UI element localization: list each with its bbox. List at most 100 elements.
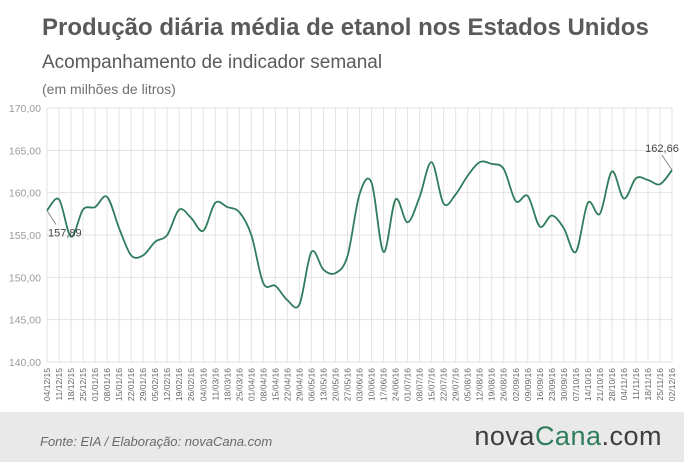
data-point bbox=[262, 282, 264, 284]
x-tick-label: 19/02/16 bbox=[174, 368, 184, 401]
data-point bbox=[491, 163, 493, 165]
y-tick-label: 170,00 bbox=[9, 103, 41, 115]
x-tick-label: 29/04/16 bbox=[294, 368, 304, 401]
annotation-label-end: 162,66 bbox=[645, 143, 679, 155]
logo-part-2: Cana bbox=[534, 421, 602, 451]
x-tick-label: 25/11/16 bbox=[655, 368, 665, 401]
x-tick-label: 02/09/16 bbox=[511, 368, 521, 401]
data-point bbox=[599, 213, 601, 215]
data-point bbox=[58, 198, 60, 200]
x-tick-label: 08/07/16 bbox=[415, 368, 425, 401]
x-tick-label: 01/07/16 bbox=[403, 368, 413, 401]
y-tick-label: 150,00 bbox=[9, 272, 41, 284]
data-point bbox=[286, 299, 288, 301]
x-tick-label: 18/03/16 bbox=[222, 368, 232, 401]
data-point bbox=[214, 202, 216, 204]
data-point bbox=[635, 177, 637, 179]
data-point bbox=[154, 241, 156, 243]
data-point bbox=[274, 285, 276, 287]
x-tick-label: 09/09/16 bbox=[523, 368, 533, 401]
x-tick-label: 08/04/16 bbox=[258, 368, 268, 401]
x-tick-label: 10/06/16 bbox=[367, 368, 377, 401]
data-point bbox=[383, 251, 385, 253]
x-tick-label: 16/09/16 bbox=[535, 368, 545, 401]
y-tick-label: 155,00 bbox=[9, 230, 41, 242]
novacana-logo: novaCana.com bbox=[474, 421, 662, 452]
data-point bbox=[623, 198, 625, 200]
x-tick-label: 22/07/16 bbox=[439, 368, 449, 401]
data-point bbox=[395, 198, 397, 200]
x-tick-label: 05/02/16 bbox=[150, 368, 160, 401]
data-point bbox=[322, 269, 324, 271]
x-tick-label: 11/03/16 bbox=[210, 368, 220, 401]
data-point bbox=[334, 272, 336, 274]
x-tick-label: 22/04/16 bbox=[282, 368, 292, 401]
data-point bbox=[563, 227, 565, 229]
data-point bbox=[371, 182, 373, 184]
x-tick-label: 04/03/16 bbox=[198, 368, 208, 401]
chart-title: Produção diária média de etanol nos Esta… bbox=[42, 14, 649, 41]
y-tick-label: 140,00 bbox=[9, 357, 41, 369]
x-tick-label: 08/01/16 bbox=[102, 368, 112, 401]
x-tick-label: 12/02/16 bbox=[162, 368, 172, 401]
data-point bbox=[166, 234, 168, 236]
x-tick-label: 30/09/16 bbox=[559, 368, 569, 401]
x-tick-label: 20/05/16 bbox=[330, 368, 340, 401]
x-tick-label: 28/10/16 bbox=[607, 368, 617, 401]
x-tick-label: 01/01/16 bbox=[90, 368, 100, 401]
line-chart: 140,00 145,00 150,00 155,00 160,00 165,00 170,… bbox=[9, 103, 679, 401]
data-point bbox=[82, 209, 84, 211]
series-line bbox=[46, 160, 673, 309]
x-tick-label: 15/01/16 bbox=[114, 368, 124, 401]
x-tick-label: 03/06/16 bbox=[355, 368, 365, 401]
x-tick-label: 11/12/15 bbox=[54, 368, 64, 401]
data-point bbox=[178, 209, 180, 211]
x-tick-label: 29/01/16 bbox=[138, 368, 148, 401]
data-point bbox=[503, 168, 505, 170]
y-tick-label: 145,00 bbox=[9, 315, 41, 327]
data-point bbox=[611, 171, 613, 173]
data-point bbox=[346, 255, 348, 257]
data-point bbox=[455, 193, 457, 195]
data-point bbox=[407, 221, 409, 223]
x-tick-label: 04/11/16 bbox=[619, 368, 629, 401]
x-tick-label: 25/12/15 bbox=[78, 368, 88, 401]
x-tick-label: 22/01/16 bbox=[126, 368, 136, 401]
data-point bbox=[130, 254, 132, 256]
x-tick-label: 24/06/16 bbox=[391, 368, 401, 401]
x-tick-label: 18/11/16 bbox=[643, 368, 653, 401]
x-tick-label: 21/10/16 bbox=[595, 368, 605, 401]
data-point bbox=[238, 211, 240, 213]
x-tick-label: 06/05/16 bbox=[306, 368, 316, 401]
x-tick-label: 27/05/16 bbox=[342, 368, 352, 401]
footer-bar: Fonte: EIA / Elaboração: novaCana.com no… bbox=[0, 412, 684, 462]
x-tick-label: 04/12/15 bbox=[42, 368, 52, 401]
data-point bbox=[298, 303, 300, 305]
x-tick-label: 02/12/16 bbox=[667, 368, 677, 401]
data-point bbox=[310, 251, 312, 253]
x-tick-label: 14/10/16 bbox=[583, 368, 593, 401]
data-point bbox=[515, 200, 517, 202]
x-tick-label: 25/03/16 bbox=[234, 368, 244, 401]
x-tick-label: 29/07/16 bbox=[451, 368, 461, 401]
data-point bbox=[142, 254, 144, 256]
data-point bbox=[527, 195, 529, 197]
logo-part-1: nova bbox=[474, 421, 535, 451]
data-point bbox=[419, 196, 421, 198]
x-tick-label: 15/07/16 bbox=[427, 368, 437, 401]
chart-subtitle: Acompanhamento de indicador semanal bbox=[42, 52, 383, 73]
data-point bbox=[479, 161, 481, 163]
x-tick-label: 23/09/16 bbox=[547, 368, 557, 401]
annotation-leader-end bbox=[661, 154, 673, 171]
data-point bbox=[443, 203, 445, 205]
x-tick-label: 18/12/15 bbox=[66, 368, 76, 401]
x-tick-label: 26/08/16 bbox=[499, 368, 509, 401]
data-point bbox=[575, 251, 577, 253]
data-point bbox=[190, 217, 192, 219]
x-tick-label: 13/05/16 bbox=[318, 368, 328, 401]
data-point bbox=[118, 227, 120, 229]
x-tick-label: 17/06/16 bbox=[379, 368, 389, 401]
annotation-label-start: 157,89 bbox=[48, 228, 82, 240]
data-point bbox=[94, 206, 96, 208]
x-tick-label: 05/08/16 bbox=[463, 368, 473, 401]
